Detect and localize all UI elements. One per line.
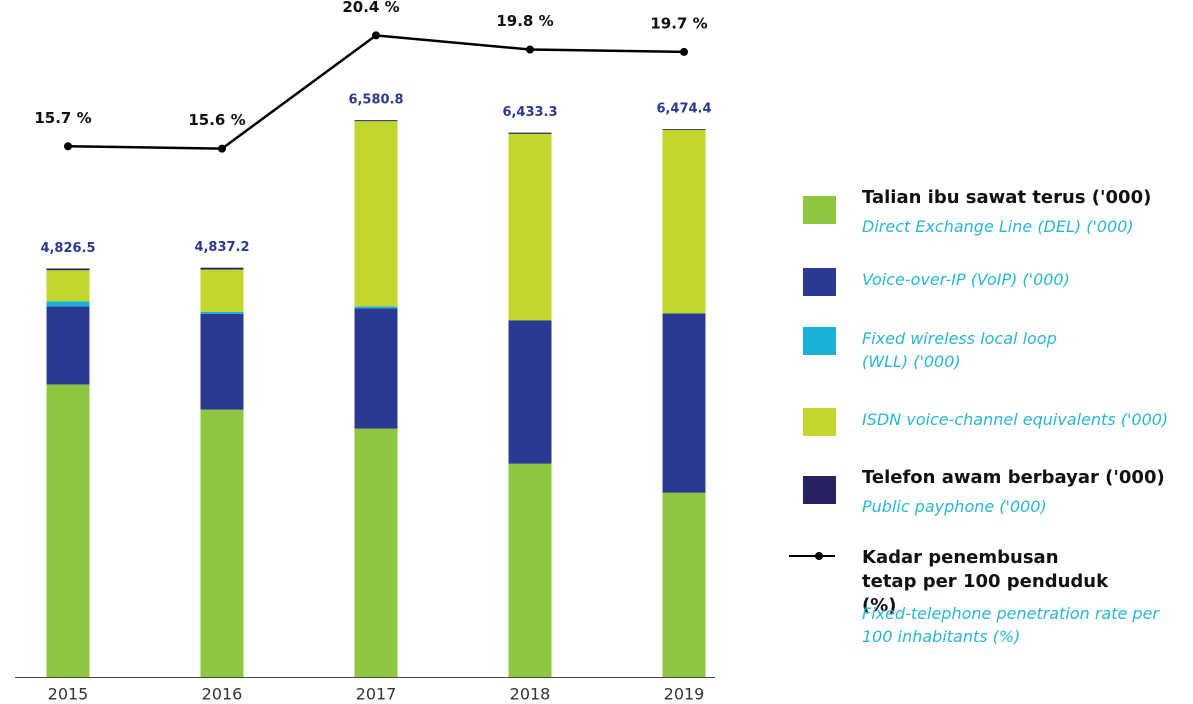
data-label: 20.4 %	[342, 0, 399, 16]
bar-segment	[46, 384, 90, 677]
x-tick-label: 2015	[48, 685, 89, 704]
bar-segment	[46, 301, 90, 307]
legend-label-en: Fixed-telephone penetration rate per 100…	[862, 604, 1159, 646]
bar-segment	[662, 129, 706, 130]
legend-swatch	[803, 268, 836, 296]
bar-segment	[354, 428, 398, 677]
legend-label: Voice-over-IP (VoIP) ('000)	[862, 270, 1070, 289]
data-label: 15.7 %	[34, 109, 91, 127]
bar-segment	[46, 270, 90, 302]
legend-label-en: Direct Exchange Line (DEL) ('000)	[862, 217, 1134, 236]
line-point	[372, 31, 380, 40]
x-tick-label: 2017	[356, 685, 397, 704]
legend-line-point	[815, 552, 823, 560]
legend-label: Fixed wireless local loop (WLL) ('000)	[862, 329, 1057, 371]
line-point	[680, 47, 688, 56]
total-label: 6,433.3	[502, 105, 557, 120]
bar-segment	[354, 121, 398, 307]
data-label: 19.8 %	[496, 12, 553, 30]
bar-segment	[508, 463, 552, 677]
legend-label: Kadar penembusan tetap per 100 penduduk …	[862, 547, 1109, 616]
bar-segment	[354, 120, 398, 122]
line-point	[526, 45, 534, 54]
bar-segment	[200, 313, 244, 410]
bar-segment	[354, 308, 398, 429]
x-tick-label: 2016	[202, 685, 243, 704]
data-label: 15.6 %	[188, 111, 245, 129]
bar-segment	[46, 306, 90, 385]
bar-segment	[200, 269, 244, 313]
bar-segment	[200, 267, 244, 270]
bar-segment	[508, 133, 552, 321]
bar-segment	[662, 492, 706, 677]
total-label: 4,837.2	[194, 240, 249, 255]
legend-line	[789, 552, 835, 560]
bar-segment	[46, 268, 90, 271]
legend-label: ISDN voice-channel equivalents ('000)	[862, 410, 1169, 429]
legend-label: Talian ibu sawat terus ('000)	[862, 187, 1152, 208]
legend-label-en: Public payphone ('000)	[862, 497, 1047, 516]
line-point	[218, 144, 226, 153]
x-tick-label: 2018	[510, 685, 551, 704]
legend-swatch	[803, 408, 836, 436]
bar-segment	[200, 312, 244, 314]
total-label: 6,474.4	[656, 102, 711, 117]
total-label: 4,826.5	[40, 241, 95, 256]
bar-segment	[200, 409, 244, 677]
bar-segment	[508, 320, 552, 464]
legend-swatch	[803, 476, 836, 504]
bar-segment	[662, 129, 706, 314]
legend-swatch	[803, 327, 836, 355]
line-point	[64, 142, 72, 151]
data-label: 19.7 %	[650, 14, 707, 32]
legend-swatch	[803, 196, 836, 224]
x-tick-label: 2019	[664, 685, 705, 704]
total-label: 6,580.8	[348, 93, 403, 108]
bar-segment	[354, 306, 398, 309]
bar-segment	[662, 313, 706, 493]
legend-label: Telefon awam berbayar ('000)	[862, 467, 1165, 488]
bar-segment	[508, 132, 552, 134]
